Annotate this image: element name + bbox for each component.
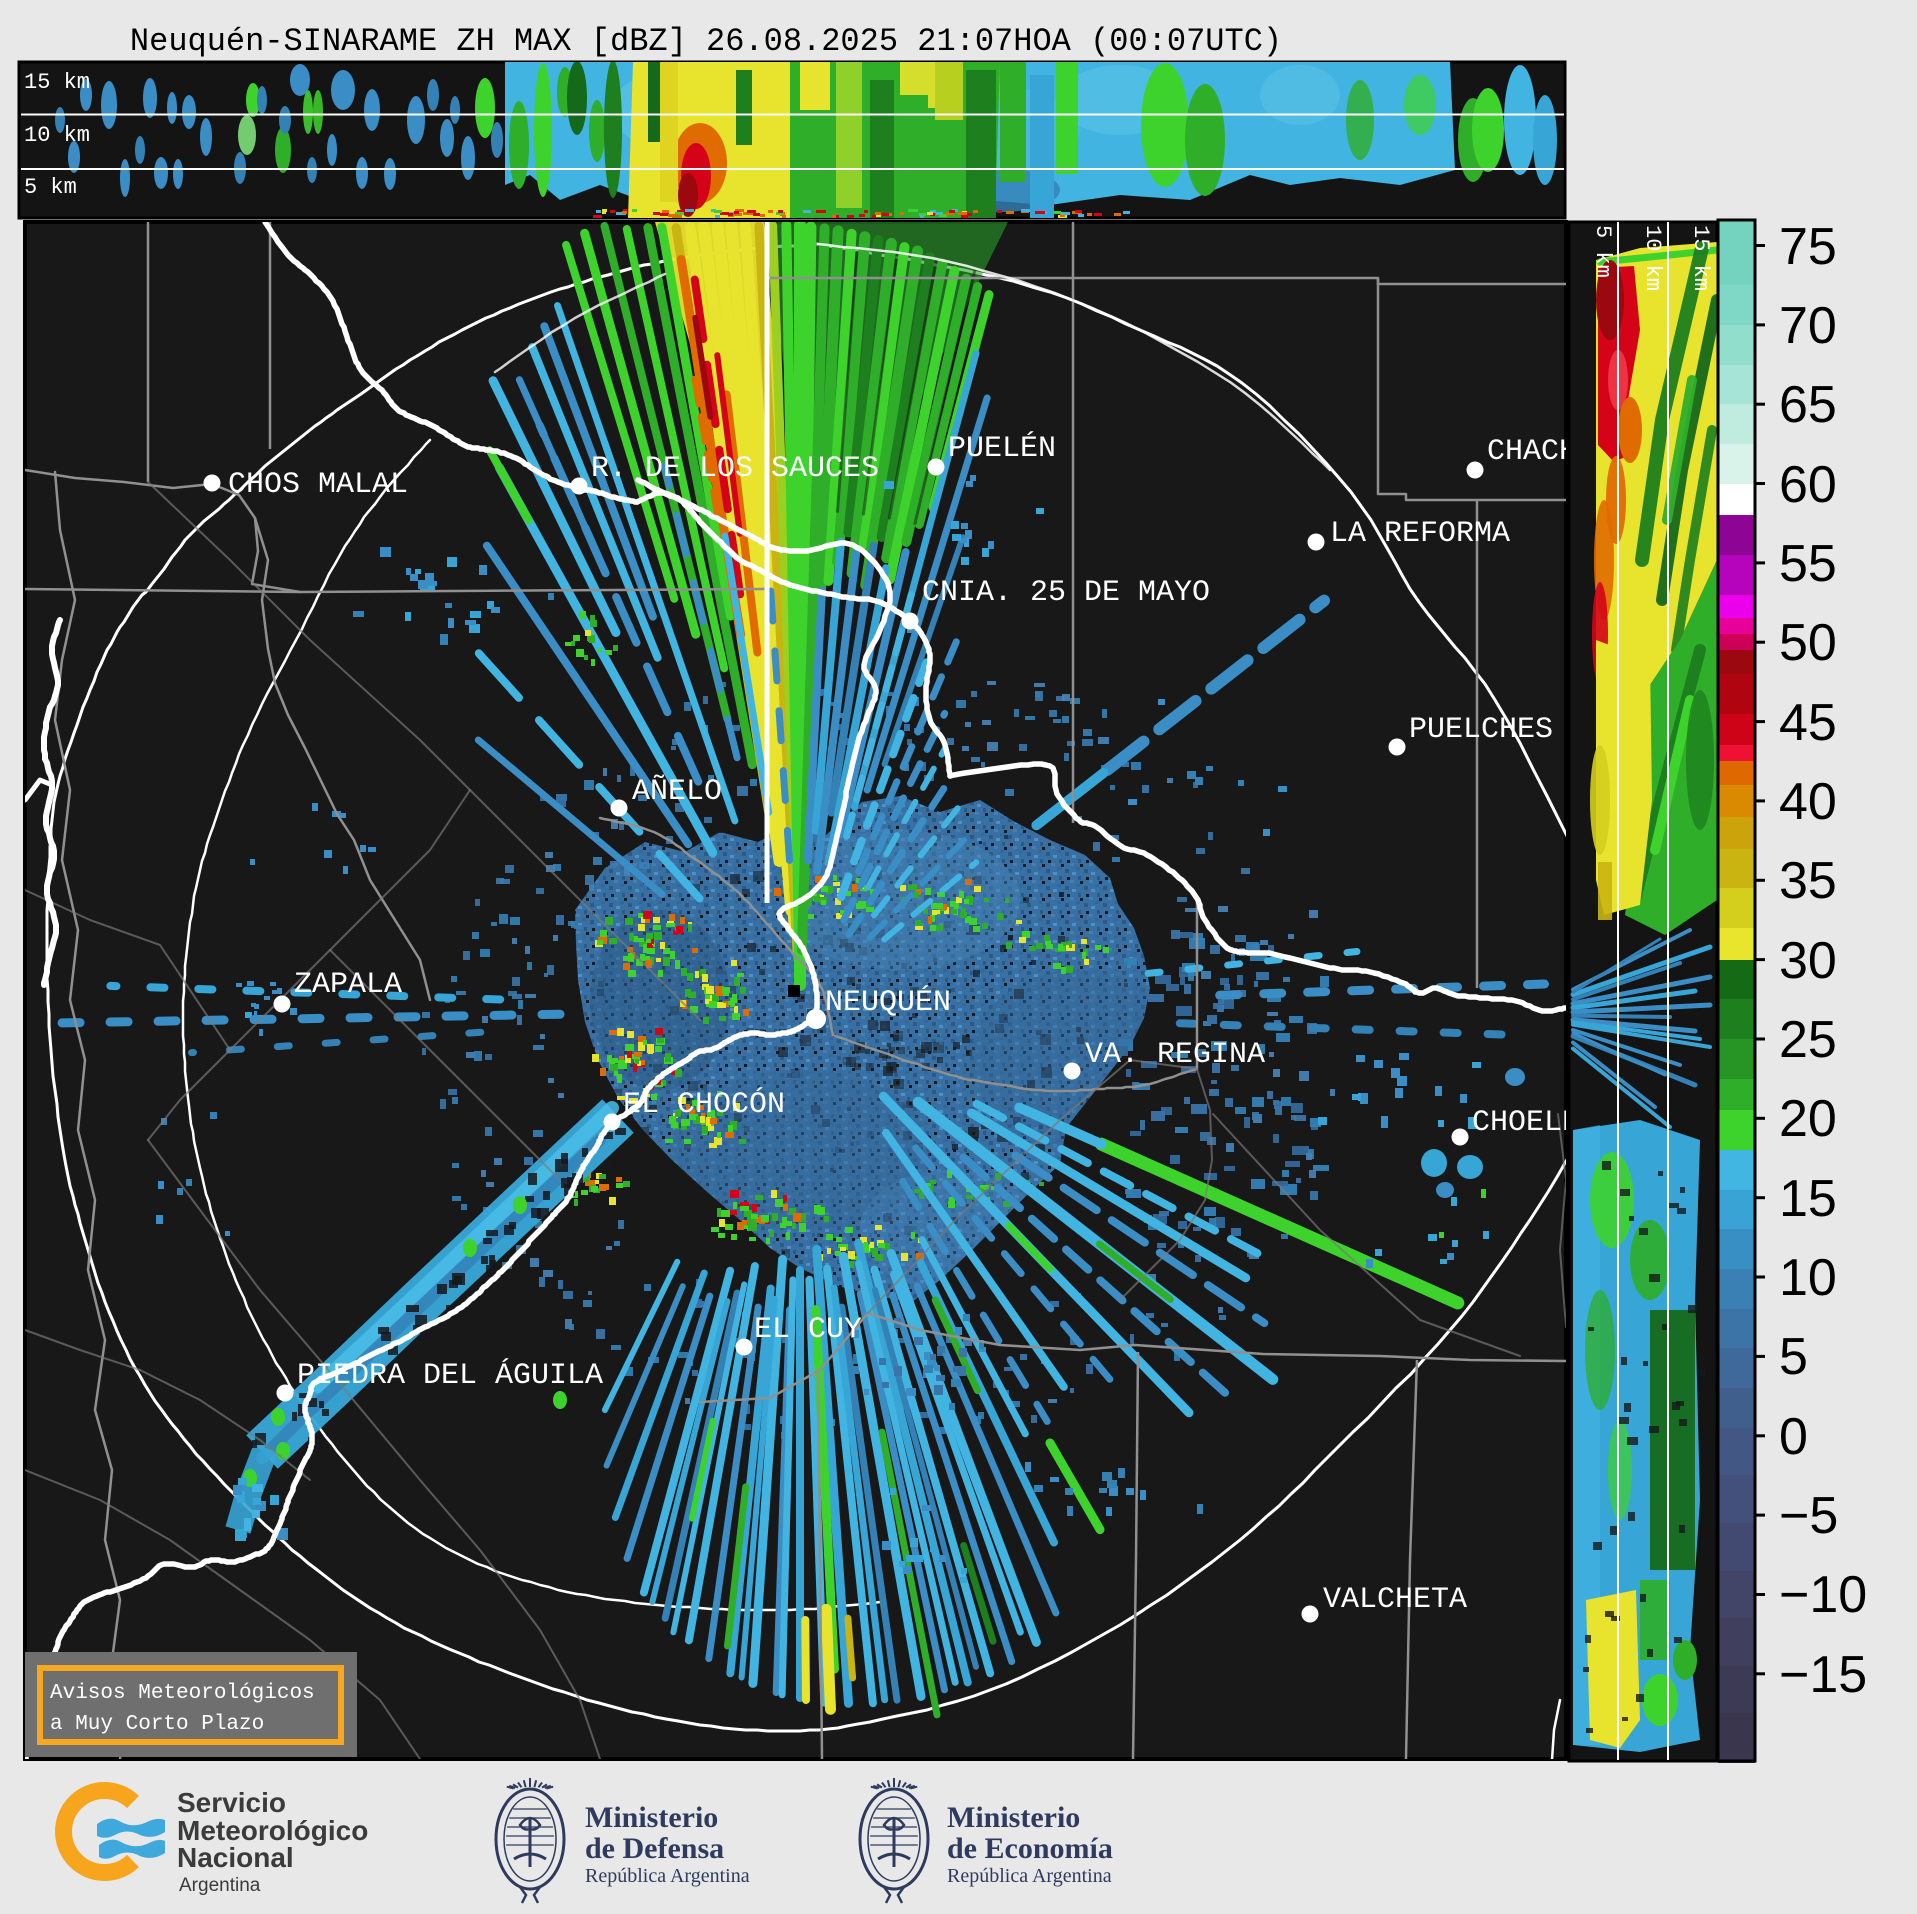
svg-text:AÑELO: AÑELO <box>632 774 722 809</box>
svg-text:5: 5 <box>1779 1328 1808 1386</box>
svg-text:CHOS MALAL: CHOS MALAL <box>228 468 408 502</box>
svg-text:30: 30 <box>1779 932 1837 990</box>
svg-text:Avisos Meteorológicos: Avisos Meteorológicos <box>50 1682 315 1705</box>
svg-text:PIEDRA DEL ÁGUILA: PIEDRA DEL ÁGUILA <box>297 1358 603 1393</box>
svg-text:Meteorológico: Meteorológico <box>177 1815 368 1846</box>
svg-text:50: 50 <box>1779 614 1837 672</box>
svg-text:NEUQUÉN: NEUQUÉN <box>825 985 951 1020</box>
svg-text:70: 70 <box>1779 297 1837 355</box>
svg-text:Nacional: Nacional <box>177 1842 294 1873</box>
svg-text:PUELCHES: PUELCHES <box>1409 713 1553 747</box>
svg-text:15 km: 15 km <box>1688 225 1713 291</box>
svg-text:20: 20 <box>1779 1090 1837 1148</box>
svg-text:5 km: 5 km <box>24 175 77 200</box>
svg-text:Ministerio: Ministerio <box>947 1801 1080 1834</box>
svg-text:ZAPALA: ZAPALA <box>294 968 402 1002</box>
svg-text:15: 15 <box>1779 1170 1837 1228</box>
svg-text:75: 75 <box>1779 218 1837 276</box>
svg-text:−10: −10 <box>1779 1566 1867 1624</box>
svg-text:CHACH: CHACH <box>1487 435 1577 469</box>
svg-text:de Economía: de Economía <box>947 1832 1113 1865</box>
svg-text:República Argentina: República Argentina <box>585 1865 750 1887</box>
svg-text:25: 25 <box>1779 1011 1837 1069</box>
svg-text:5 km: 5 km <box>1590 225 1615 278</box>
svg-text:PUELÉN: PUELÉN <box>948 431 1056 466</box>
svg-text:45: 45 <box>1779 694 1837 752</box>
svg-text:−5: −5 <box>1779 1487 1838 1545</box>
svg-text:EL CUY: EL CUY <box>754 1313 862 1347</box>
svg-text:LA REFORMA: LA REFORMA <box>1330 517 1510 551</box>
svg-text:CNIA. 25 DE MAYO: CNIA. 25 DE MAYO <box>922 576 1210 610</box>
svg-text:60: 60 <box>1779 456 1837 514</box>
svg-text:VA. REGINA: VA. REGINA <box>1085 1038 1265 1072</box>
svg-text:EL CHOCÓN: EL CHOCÓN <box>623 1087 785 1122</box>
svg-text:Neuquén-SINARAME ZH MAX [dBZ]: Neuquén-SINARAME ZH MAX [dBZ] 26.08.2025… <box>130 23 1282 60</box>
svg-text:35: 35 <box>1779 852 1837 910</box>
svg-text:Servicio: Servicio <box>177 1787 286 1818</box>
svg-text:R. DE LOS SAUCES: R. DE LOS SAUCES <box>591 452 879 486</box>
svg-text:40: 40 <box>1779 773 1837 831</box>
svg-text:Ministerio: Ministerio <box>585 1801 718 1834</box>
svg-text:65: 65 <box>1779 376 1837 434</box>
svg-text:0: 0 <box>1779 1408 1808 1466</box>
svg-text:Argentina: Argentina <box>179 1875 261 1896</box>
svg-text:10 km: 10 km <box>24 123 90 148</box>
svg-text:República Argentina: República Argentina <box>947 1865 1112 1887</box>
svg-text:VALCHETA: VALCHETA <box>1323 1583 1467 1617</box>
svg-text:55: 55 <box>1779 535 1837 593</box>
svg-text:15 km: 15 km <box>24 70 90 95</box>
svg-text:CHOELE: CHOELE <box>1472 1106 1580 1140</box>
svg-text:de Defensa: de Defensa <box>585 1832 724 1865</box>
svg-text:10 km: 10 km <box>1640 225 1665 291</box>
svg-text:−15: −15 <box>1779 1646 1867 1704</box>
svg-text:10: 10 <box>1779 1249 1837 1307</box>
svg-text:a Muy Corto Plazo: a Muy Corto Plazo <box>50 1713 264 1736</box>
